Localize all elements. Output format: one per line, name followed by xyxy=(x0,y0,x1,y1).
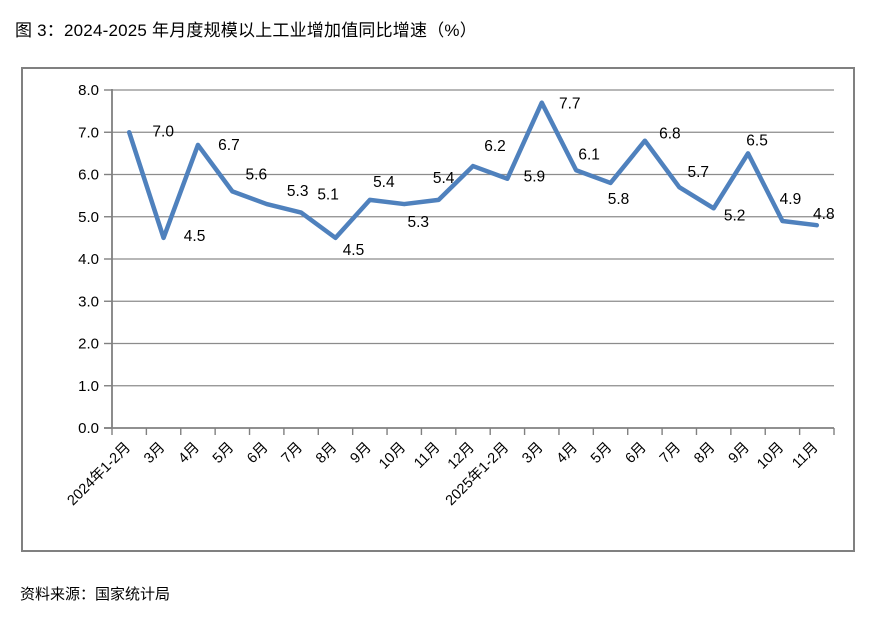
data-label: 5.1 xyxy=(317,187,339,204)
y-tick-label: 3.0 xyxy=(78,293,99,310)
x-tick-label: 6月 xyxy=(244,440,271,467)
data-label: 7.0 xyxy=(152,123,174,140)
data-label: 5.3 xyxy=(287,183,309,200)
x-tick-label: 7月 xyxy=(279,440,306,467)
x-tick-label: 5月 xyxy=(588,440,615,467)
x-tick-label: 9月 xyxy=(347,440,374,467)
data-label: 4.5 xyxy=(343,242,365,259)
y-tick-label: 6.0 xyxy=(78,167,99,184)
x-tick-label: 3月 xyxy=(519,440,546,467)
chart-title: 图 3：2024-2025 年月度规模以上工业增加值同比增速（%） xyxy=(15,21,477,40)
data-line xyxy=(126,100,820,241)
data-label: 5.4 xyxy=(373,174,395,191)
x-tick-label: 4月 xyxy=(176,440,203,467)
data-label: 4.5 xyxy=(184,228,206,245)
y-tick-label: 4.0 xyxy=(78,251,99,268)
data-label: 5.4 xyxy=(433,170,455,187)
x-tick-label: 8月 xyxy=(313,440,340,467)
y-tick-label: 2.0 xyxy=(78,336,99,353)
data-label: 5.7 xyxy=(688,164,710,181)
x-tick-label: 11月 xyxy=(411,440,443,472)
data-label: 4.9 xyxy=(780,191,802,208)
data-label: 6.5 xyxy=(746,132,768,149)
line-chart: 0.0 1.0 2.0 3.0 4.0 5.0 6.0 7.0 8.0 2024年1-2月 3月 4月… xyxy=(64,82,835,509)
data-label: 7.7 xyxy=(559,96,581,113)
x-tick-label: 8月 xyxy=(691,440,718,467)
data-label: 6.8 xyxy=(659,126,681,143)
x-tick-label: 7月 xyxy=(657,440,684,467)
y-tick-label: 8.0 xyxy=(78,82,99,99)
y-tick-label: 0.0 xyxy=(78,420,99,437)
chart-frame: 0.0 1.0 2.0 3.0 4.0 5.0 6.0 7.0 8.0 2024年1-2月 3月 4月… xyxy=(21,67,855,552)
data-label: 4.8 xyxy=(813,206,835,223)
x-tick-label: 9月 xyxy=(726,440,753,467)
x-tick-label: 3月 xyxy=(141,440,168,467)
x-tick-label: 4月 xyxy=(554,440,581,467)
y-tick-label: 7.0 xyxy=(78,124,99,141)
x-tick-label: 2025年1-2月 xyxy=(442,439,512,509)
x-tick-label: 6月 xyxy=(622,440,649,467)
data-label: 5.8 xyxy=(608,191,630,208)
data-label: 6.1 xyxy=(578,146,600,163)
x-tick-label: 11月 xyxy=(789,440,821,472)
y-tick-label: 5.0 xyxy=(78,209,99,226)
data-label: 5.3 xyxy=(407,214,429,231)
data-label: 6.2 xyxy=(484,138,506,155)
x-tick-label: 5月 xyxy=(210,440,237,467)
data-label: 5.9 xyxy=(524,169,546,186)
source-note: 资料来源：国家统计局 xyxy=(20,586,171,603)
x-tick-label: 2024年1-2月 xyxy=(64,439,134,509)
data-label: 6.7 xyxy=(218,137,240,154)
x-tick-label: 10月 xyxy=(754,440,787,473)
x-tick-label: 10月 xyxy=(376,440,409,473)
y-tick-label: 1.0 xyxy=(78,378,99,395)
data-label: 5.2 xyxy=(724,207,746,224)
data-label: 5.6 xyxy=(246,166,268,183)
